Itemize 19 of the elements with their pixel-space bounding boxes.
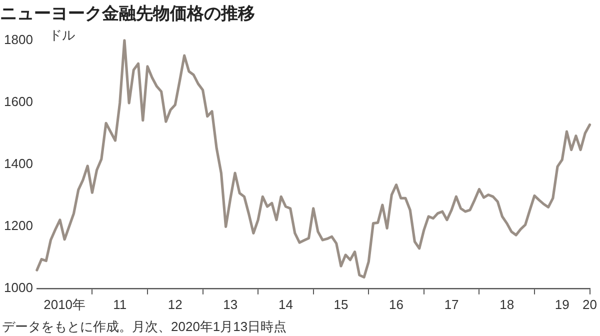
y-tick-label: 1800 bbox=[4, 32, 33, 47]
y-tick-label: 1200 bbox=[4, 218, 33, 233]
x-tick-label: 16 bbox=[389, 296, 404, 312]
chart-title: ニューヨーク金融先物価格の推移 bbox=[0, 4, 255, 23]
x-tick-label: 15 bbox=[334, 296, 348, 312]
y-tick-label: 1000 bbox=[4, 280, 33, 295]
x-tick-label: 14 bbox=[278, 296, 293, 312]
x-tick-label: 11 bbox=[113, 296, 127, 312]
x-tick-label: 2010年 bbox=[44, 296, 86, 312]
x-tick-label: 20 bbox=[582, 296, 598, 312]
x-tick-label: 18 bbox=[500, 296, 514, 312]
y-tick-label: 1400 bbox=[4, 156, 33, 171]
y-axis-title: ドル bbox=[48, 27, 75, 42]
x-tick-label: 12 bbox=[168, 296, 182, 312]
x-tick-label: 19 bbox=[554, 296, 570, 312]
text: データをもとに作成。月次、2020年1月13日時点 bbox=[2, 319, 287, 334]
y-tick-label: 1600 bbox=[4, 94, 33, 109]
x-tick-label: 17 bbox=[444, 296, 459, 312]
x-tick-label: 13 bbox=[223, 296, 238, 312]
